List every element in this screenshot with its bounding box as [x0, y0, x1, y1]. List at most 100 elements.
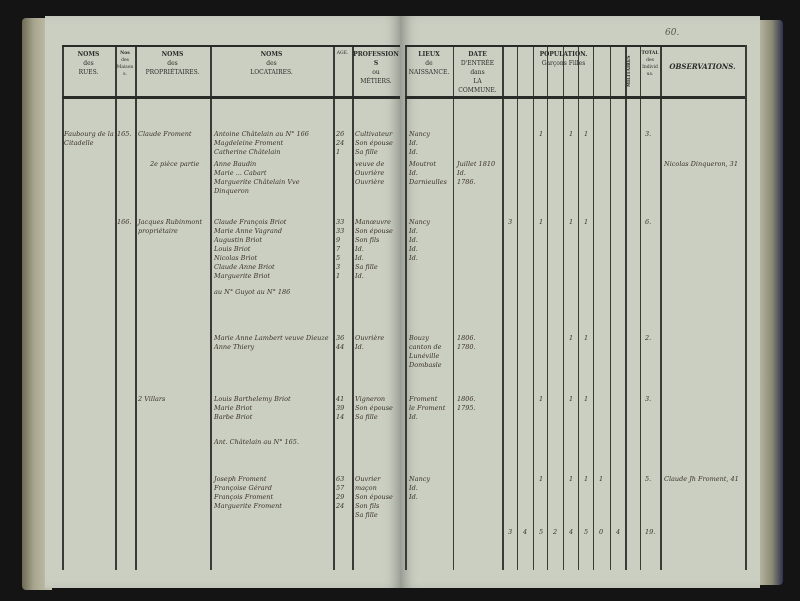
column-header: PROFESSIONS ou MÉTIERS.: [352, 50, 400, 86]
tenant-name: Marguerite Briot: [214, 272, 271, 280]
tenant-name-column: Ant. Châtelain au N° 165.: [214, 438, 330, 447]
tenant-name: Ant. Châtelain au N° 165.: [214, 438, 300, 446]
header-text: NOMS: [77, 51, 100, 58]
profession: veuve de: [355, 160, 385, 168]
age-value-column: 36 44: [336, 334, 351, 352]
age-value-column: 63 57 29 24: [336, 475, 351, 511]
age-value: [336, 178, 351, 187]
tenant-name: Claude François Briot: [214, 218, 287, 226]
total-individuals: 6.: [645, 218, 652, 226]
tenant-name: Augustin Briot: [214, 236, 262, 244]
header-text: des: [646, 58, 654, 63]
birthplace-column: Nancy Id. Id.: [409, 130, 451, 157]
header-text: de: [425, 60, 433, 67]
observation: Nicolas Dinqueron, 31: [664, 160, 738, 168]
entry-date: Id.: [457, 169, 466, 177]
entry-date-column: Juillet 1810 Id. 1786.: [457, 160, 500, 187]
population-total: 4: [569, 528, 574, 536]
column-line: [578, 45, 579, 570]
profession: Sa fille: [355, 148, 378, 156]
header-text: LIEUX: [418, 51, 440, 58]
tenant-name: Marie Anne Vagrand: [214, 227, 283, 235]
population-total: 5: [584, 528, 589, 536]
tenant-name: Marie ... Cabart: [214, 169, 267, 177]
column-line: [563, 45, 564, 570]
column-line: [115, 45, 117, 570]
profession: Son fils: [355, 502, 380, 510]
total-individuals: 2.: [645, 334, 652, 342]
tenant-name: Louis Briot: [214, 245, 251, 253]
page-number: 60.: [665, 28, 680, 38]
population-total: 4: [616, 528, 621, 536]
header-rule: [405, 96, 745, 99]
age-value: 5: [336, 254, 341, 262]
age-value: 26: [336, 130, 345, 138]
birthplace: Dombasle: [409, 361, 442, 369]
header-text: DATE: [468, 51, 487, 58]
birthplace: Nancy: [409, 130, 431, 138]
birthplace: Id.: [409, 169, 418, 177]
tenant-name-column: au N° Guyot au N° 186: [214, 288, 330, 297]
header-text: des: [83, 60, 94, 67]
tenant-name-column: Joseph Froment Françoise Gérard François F…: [214, 475, 330, 511]
column-header: NOMS des RUES.: [62, 50, 115, 77]
population-count: 1: [569, 475, 574, 483]
tenant-name: Magdeleine Froment: [214, 139, 284, 147]
profession: Son épouse: [355, 493, 393, 501]
birthplace-column: Bouzy canton de Lunéville Dombasle: [409, 334, 451, 370]
profession-column: Cultivateur Son épouse Sa fille: [355, 130, 399, 157]
profession-column: Ouvrière Id.: [355, 334, 399, 352]
header-text: Nos: [120, 51, 130, 56]
column-header: Nos des Maisons.: [115, 50, 135, 78]
birthplace: Bouzy canton de Lunéville: [409, 334, 442, 360]
column-line: [610, 45, 611, 570]
age-value: 9: [336, 236, 341, 244]
total-individuals: 3.: [645, 130, 652, 138]
header-text: AGE.: [336, 51, 349, 56]
column-line: [135, 45, 137, 570]
profession: Id.: [355, 254, 364, 262]
grand-total: 19.: [645, 528, 656, 536]
population-count: 1: [584, 130, 589, 138]
header-text: des: [121, 58, 129, 63]
header-text: ou: [372, 69, 380, 76]
header-text: OBSERVATIONS.: [669, 62, 736, 71]
house-number: 165.: [117, 130, 132, 138]
profession: Son épouse: [355, 404, 393, 412]
entry-date-column: 1806. 1795.: [457, 395, 500, 413]
column-line: [593, 45, 594, 570]
observation: Claude Jh Froment, 41: [664, 475, 739, 483]
population-count: 1: [584, 218, 589, 226]
tenant-name: Louis Barthelemy Briot: [214, 395, 291, 403]
age-value-column: 33 33 9 7 5 3 1: [336, 218, 351, 281]
birthplace: Id.: [409, 139, 418, 147]
birthplace: le Froment: [409, 404, 446, 412]
header-rule: [62, 96, 400, 99]
profession: Ouvrier maçon: [355, 475, 381, 492]
column-header: MILITAIRES: [625, 50, 640, 92]
header-text: LA COMMUNE.: [458, 78, 497, 94]
column-line: [640, 45, 641, 570]
age-value: 24: [336, 139, 345, 147]
column-line: [453, 45, 454, 570]
age-value: 33: [336, 218, 345, 226]
tenant-name: François Froment: [214, 493, 274, 501]
birthplace: Id.: [409, 413, 418, 421]
tenant-name: Marguerite Châtelain Vve Dinqueron: [214, 178, 300, 195]
header-text: Individus.: [642, 65, 658, 77]
age-value: 1: [336, 148, 341, 156]
birthplace: Id.: [409, 254, 418, 262]
column-line: [502, 45, 504, 570]
column-header: NOMS des PROPRIÉTAIRES.: [135, 50, 210, 77]
age-value: 41: [336, 395, 345, 403]
profession: Id.: [355, 245, 364, 253]
column-header: LIEUX de NAISSANCE.: [405, 50, 453, 77]
column-line: [533, 45, 534, 570]
header-text: PROFESSIONS: [353, 51, 399, 67]
column-header: TOTAL des Individus.: [640, 50, 660, 78]
age-value: 36: [336, 334, 345, 342]
house-number: 166.: [117, 218, 132, 226]
age-value: 33: [336, 227, 345, 235]
header-rule: [405, 45, 745, 47]
header-text: NOMS: [260, 51, 283, 58]
